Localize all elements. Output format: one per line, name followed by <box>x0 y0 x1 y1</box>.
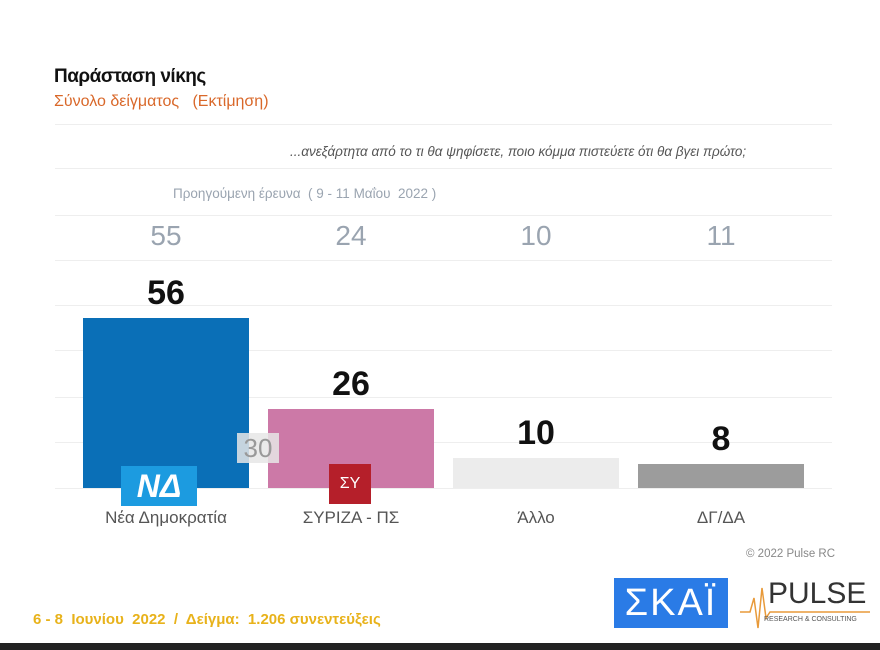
gridline <box>55 397 832 398</box>
gridline <box>55 350 832 351</box>
gridline <box>55 168 832 169</box>
nd-logo-icon: ΝΔ <box>121 466 197 506</box>
gridline <box>55 215 832 216</box>
gridline <box>55 305 832 306</box>
chart-subtitle: Σύνολο δείγματος (Εκτίμηση) <box>54 93 269 110</box>
bar-3 <box>638 463 804 488</box>
previous-value: 55 <box>150 220 182 251</box>
value-label: 10 <box>517 413 555 452</box>
previous-survey-label: Προηγούμενη έρευνα ( 9 - 11 Μαΐου 2022 ) <box>173 186 437 201</box>
category-label: ΣΥΡΙΖΑ - ΠΣ <box>302 508 400 527</box>
value-label: 26 <box>332 365 370 404</box>
previous-value: 10 <box>520 220 552 251</box>
bottom-bar <box>0 643 880 650</box>
gridline <box>55 260 832 261</box>
category-label: Νέα Δημοκρατία <box>105 508 227 527</box>
pulse-wave-icon <box>740 587 870 629</box>
value-label: 56 <box>147 274 185 312</box>
previous-value: 11 <box>706 220 736 251</box>
gridline <box>55 124 832 125</box>
value-label: 8 <box>711 419 731 458</box>
skai-logo: ΣΚΑΪ <box>614 578 728 628</box>
question-text: ...ανεξάρτητα από το τι θα ψηφίσετε, ποι… <box>290 144 747 159</box>
gridline <box>55 442 832 443</box>
syriza-logo-icon: ΣΥ <box>329 464 371 504</box>
copyright: © 2022 Pulse RC <box>746 548 836 560</box>
bar-2 <box>453 457 619 488</box>
stray-value-label: 30 <box>237 433 279 463</box>
chart-title: Παράσταση νίκης <box>54 66 206 87</box>
pulse-logo-sub: RESEARCH & CONSULTING <box>764 616 857 623</box>
category-label: Άλλο <box>517 508 555 527</box>
survey-footer: 6 - 8 Ιουνίου 2022 / Δείγμα: 1.206 συνεν… <box>33 611 381 628</box>
previous-value: 24 <box>335 220 367 251</box>
gridline <box>55 488 832 489</box>
category-label: ΔΓ/ΔΑ <box>696 508 746 527</box>
pulse-logo <box>740 578 870 630</box>
pulse-logo-text: PULSE <box>768 577 867 610</box>
bar-0 <box>83 318 249 488</box>
